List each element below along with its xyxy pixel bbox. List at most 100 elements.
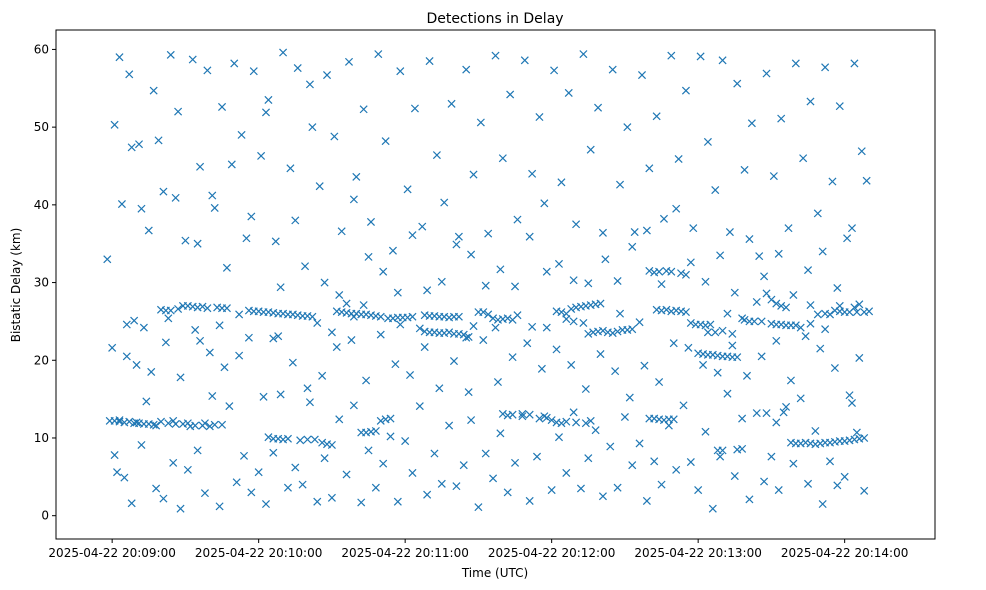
y-tick-label: 10: [34, 431, 49, 445]
data-point-marker: [708, 504, 717, 513]
data-point-marker: [840, 472, 849, 481]
data-point-marker: [332, 343, 341, 352]
data-point-marker: [352, 172, 361, 181]
data-point-marker: [381, 137, 390, 146]
data-point-marker: [108, 343, 117, 352]
data-point-marker: [315, 182, 324, 191]
data-point-marker: [469, 170, 478, 179]
data-point-marker: [203, 66, 212, 75]
data-point-marker: [645, 266, 654, 275]
data-point-marker: [520, 56, 529, 65]
data-point-marker: [244, 333, 253, 342]
data-point-marker: [850, 303, 859, 312]
data-point-marker: [716, 452, 725, 461]
data-point-marker: [818, 247, 827, 256]
data-point-marker: [628, 242, 637, 251]
data-point-marker: [769, 172, 778, 181]
data-point-marker: [518, 412, 527, 421]
data-point-marker: [344, 57, 354, 66]
data-point-marker: [491, 323, 500, 332]
data-point-marker: [357, 498, 366, 507]
data-point-marker: [547, 486, 556, 495]
data-point-marker: [782, 303, 791, 312]
data-point-marker: [725, 228, 734, 237]
data-point-marker: [525, 496, 534, 505]
data-point-marker: [733, 353, 742, 362]
data-point-marker: [528, 322, 537, 331]
data-point-marker: [598, 228, 607, 237]
data-point-marker: [257, 151, 266, 160]
data-point-marker: [625, 393, 634, 402]
data-point-marker: [569, 408, 578, 417]
data-point-marker: [152, 421, 161, 430]
data-point-marker: [608, 65, 617, 74]
data-point-marker: [164, 314, 173, 323]
data-point-marker: [296, 436, 305, 445]
data-point-marker: [791, 321, 800, 330]
data-point-marker: [274, 332, 283, 341]
data-point-marker: [154, 136, 163, 145]
data-point-marker: [493, 378, 502, 387]
data-point-marker: [703, 137, 712, 146]
data-point-marker: [454, 232, 463, 241]
data-point-marker: [159, 187, 168, 196]
data-point-marker: [716, 251, 725, 260]
data-point-marker: [706, 320, 715, 329]
data-point-marker: [208, 191, 217, 200]
data-point-marker: [261, 500, 271, 509]
data-point-marker: [183, 465, 192, 474]
data-point-marker: [359, 301, 368, 310]
data-point-marker: [239, 451, 249, 460]
data-point-marker: [286, 164, 295, 173]
data-point-marker: [701, 277, 710, 286]
data-point-marker: [579, 50, 588, 59]
data-point-marker: [110, 120, 119, 129]
data-point-marker: [283, 434, 292, 443]
data-point-marker: [833, 283, 842, 293]
data-point-marker: [235, 351, 244, 360]
data-point-marker: [130, 316, 139, 325]
data-point-marker: [379, 267, 388, 276]
data-point-marker: [550, 66, 559, 75]
data-point-marker: [528, 169, 537, 178]
data-point-marker: [701, 427, 710, 436]
data-point-marker: [703, 328, 712, 337]
data-point-marker: [828, 177, 837, 186]
data-point-marker: [193, 446, 202, 455]
data-point-marker: [484, 310, 493, 319]
data-point-marker: [218, 102, 227, 111]
data-point-marker: [557, 308, 566, 317]
data-point-marker: [196, 336, 205, 345]
data-point-marker: [147, 367, 156, 376]
data-point-marker: [364, 252, 373, 261]
data-point-marker: [598, 492, 607, 501]
data-point-marker: [540, 412, 549, 421]
data-point-marker: [120, 473, 129, 482]
data-point-marker: [557, 419, 566, 428]
data-point-marker: [396, 320, 405, 329]
data-point-marker: [813, 209, 822, 218]
data-point-marker: [491, 51, 500, 60]
data-point-marker: [581, 419, 590, 428]
data-point-marker: [608, 329, 617, 338]
data-point-marker: [432, 151, 441, 160]
data-point-marker: [193, 239, 202, 248]
data-point-marker: [379, 459, 388, 468]
data-point-marker: [799, 154, 808, 163]
data-point-marker: [554, 433, 564, 442]
data-point-marker: [371, 483, 380, 492]
data-point-marker: [313, 497, 322, 506]
data-point-marker: [386, 432, 395, 441]
data-point-marker: [662, 305, 671, 314]
data-point-marker: [222, 263, 231, 272]
data-point-marker: [613, 327, 622, 336]
y-tick-label: 20: [34, 353, 49, 367]
data-point-marker: [669, 415, 678, 424]
data-point-marker: [696, 52, 705, 61]
data-point-marker: [620, 412, 629, 422]
data-point-marker: [283, 483, 292, 492]
data-point-marker: [396, 67, 405, 76]
data-point-marker: [584, 329, 593, 338]
data-point-marker: [594, 103, 603, 112]
